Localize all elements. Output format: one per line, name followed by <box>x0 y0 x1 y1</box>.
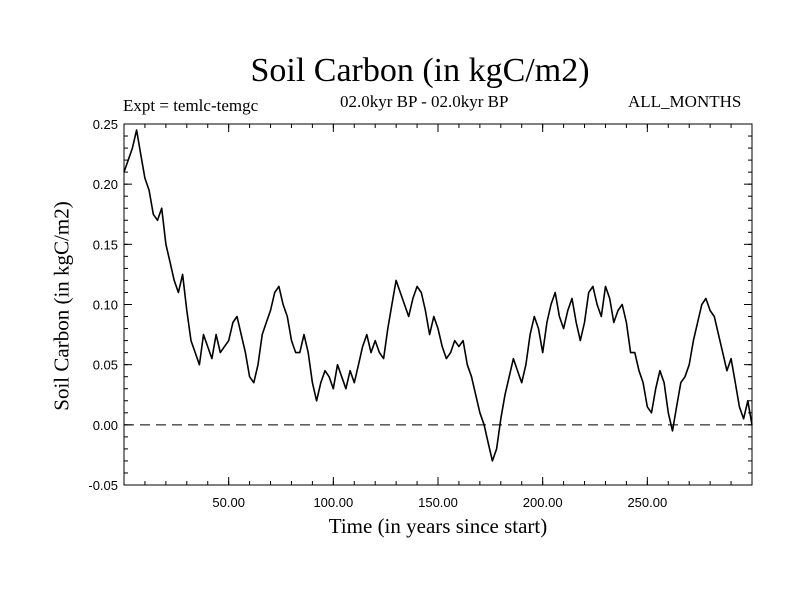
y-tick-label: 0.10 <box>93 298 118 313</box>
soil-carbon-series-line <box>123 129 753 462</box>
ticks-layer: -0.05 0.00 0.05 0.10 0.15 0.20 0.25 50.00 100.00… <box>88 117 752 510</box>
chart-title: Soil Carbon (in kgC/m2) <box>250 52 590 89</box>
y-tick-label: 0.25 <box>93 117 118 132</box>
y-tick-label: 0.05 <box>93 358 118 373</box>
series-layer <box>123 129 753 462</box>
x-tick-label: 200.00 <box>523 495 563 510</box>
x-tick-label: 100.00 <box>313 495 353 510</box>
y-tick-label: 0.20 <box>93 177 118 192</box>
months-label: ALL_MONTHS <box>628 92 742 111</box>
x-axis-label: Time (in years since start) <box>328 514 548 538</box>
y-tick-label: -0.05 <box>88 478 118 493</box>
x-tick-label: 50.00 <box>212 495 245 510</box>
experiment-label: Expt = temlc-temgc <box>123 96 259 115</box>
y-tick-label: 0.15 <box>93 237 118 252</box>
period-label: 02.0kyr BP - 02.0kyr BP <box>340 92 509 111</box>
x-tick-label: 150.00 <box>418 495 458 510</box>
plot-frame <box>123 123 753 486</box>
y-tick-label: 0.00 <box>93 418 118 433</box>
x-tick-label: 250.00 <box>627 495 667 510</box>
